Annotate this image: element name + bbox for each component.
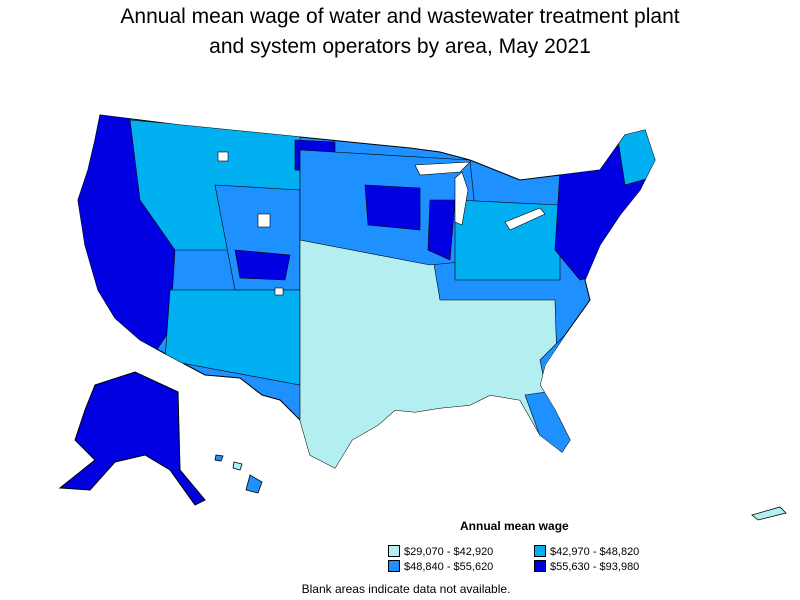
legend-item-4: $55,630 - $93,980	[534, 560, 639, 573]
hawaii	[214, 454, 263, 494]
legend-label-3: $48,840 - $55,620	[404, 561, 494, 573]
no-data-area	[274, 287, 284, 296]
hawaii-big-island	[245, 474, 263, 494]
no-data-area	[217, 151, 229, 162]
legend-swatch-1	[388, 545, 400, 557]
legend-item-3: $48,840 - $55,620	[388, 560, 493, 573]
southwest-region	[164, 289, 301, 386]
hawaii-maui	[232, 461, 243, 471]
map-title-line-1: Annual mean wage of water and wastewater…	[120, 5, 680, 28]
alaska	[58, 371, 206, 506]
hawaii-oahu	[214, 454, 224, 462]
legend-swatch-4	[534, 560, 546, 572]
legend-title: Annual mean wage	[460, 519, 569, 533]
illinois-region	[427, 199, 456, 261]
legend-label-4: $55,630 - $93,980	[550, 561, 640, 573]
map-title-line-2: and system operators by area, May 2021	[209, 35, 591, 58]
no-data-area	[257, 213, 271, 228]
map-title: Annual mean wage of water and wastewater…	[0, 2, 800, 62]
lake-michigan	[454, 171, 469, 226]
minnesota-region	[364, 184, 421, 231]
lake-superior	[414, 161, 471, 176]
legend-item-2: $42,970 - $48,820	[534, 545, 639, 558]
legend-swatch-3	[388, 560, 400, 572]
legend-swatch-2	[534, 545, 546, 557]
legend-label-1: $29,070 - $42,920	[404, 546, 494, 558]
ohio-valley-region	[454, 199, 561, 281]
legend-label-2: $42,970 - $48,820	[550, 546, 640, 558]
puerto-rico	[751, 506, 787, 521]
legend-item-1: $29,070 - $42,920	[388, 545, 493, 558]
lake-erie	[504, 207, 546, 231]
colorado-high-region	[234, 249, 291, 281]
contiguous-us	[77, 114, 656, 469]
footnote: Blank areas indicate data not available.	[301, 582, 511, 596]
